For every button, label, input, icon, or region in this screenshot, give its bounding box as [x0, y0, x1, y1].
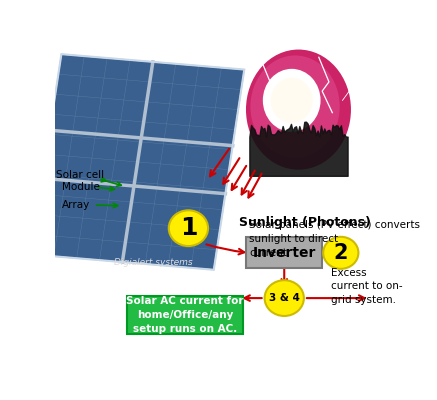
- Circle shape: [169, 210, 208, 246]
- Text: 2: 2: [333, 243, 348, 263]
- Text: Solar panels (PV effect) converts
sunlight to direct
current.: Solar panels (PV effect) converts sunlig…: [250, 220, 420, 258]
- Text: 3 & 4: 3 & 4: [269, 293, 300, 303]
- Text: Excess
current to on-
grid system.: Excess current to on- grid system.: [331, 268, 402, 305]
- Ellipse shape: [246, 50, 351, 170]
- Circle shape: [323, 237, 358, 269]
- Circle shape: [265, 280, 304, 316]
- Ellipse shape: [271, 78, 313, 123]
- FancyBboxPatch shape: [246, 238, 322, 268]
- Text: Digialert systems: Digialert systems: [114, 258, 192, 266]
- Text: Module: Module: [62, 182, 100, 192]
- Polygon shape: [31, 54, 244, 270]
- Text: Inverter: Inverter: [253, 246, 316, 260]
- Text: Solar cell: Solar cell: [56, 170, 104, 180]
- Text: Solar AC current for
home/Office/any
setup runs on AC.: Solar AC current for home/Office/any set…: [126, 296, 244, 334]
- FancyBboxPatch shape: [128, 296, 243, 334]
- Text: Sunlight (Photons): Sunlight (Photons): [239, 216, 371, 229]
- Text: Array: Array: [62, 200, 90, 210]
- Ellipse shape: [250, 56, 340, 158]
- Ellipse shape: [263, 69, 321, 132]
- Text: 1: 1: [180, 216, 197, 240]
